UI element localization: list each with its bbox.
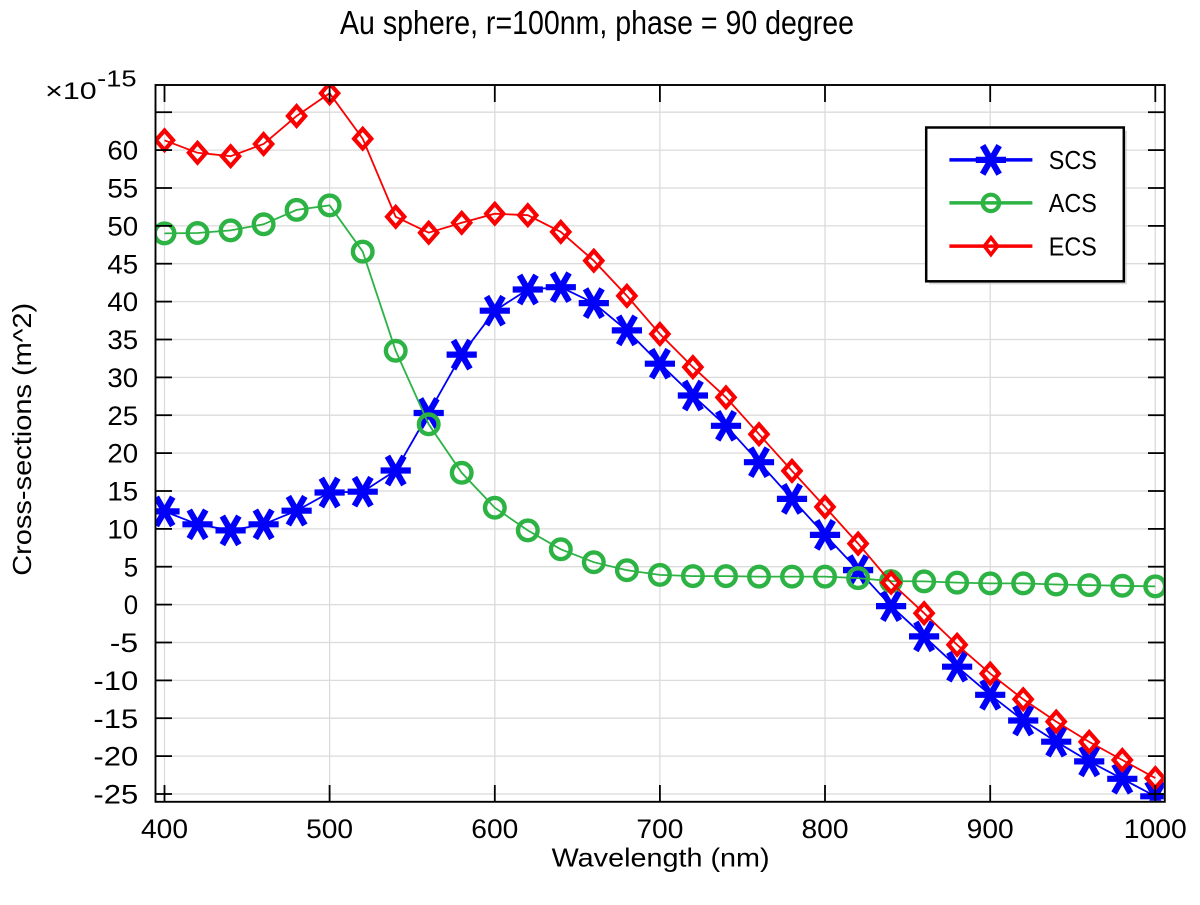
svg-text:50: 50 — [107, 212, 138, 242]
svg-text:×10: ×10 — [45, 78, 96, 105]
svg-text:25: 25 — [107, 401, 138, 431]
svg-text:5: 5 — [124, 552, 138, 582]
svg-text:ACS: ACS — [1049, 188, 1097, 218]
svg-text:900: 900 — [967, 814, 1014, 844]
svg-text:SCS: SCS — [1049, 145, 1097, 175]
svg-text:-20: -20 — [93, 742, 138, 772]
svg-text:20: 20 — [107, 439, 138, 469]
svg-text:ECS: ECS — [1049, 231, 1097, 261]
svg-text:60: 60 — [107, 136, 138, 166]
svg-text:Cross-sections (m^2): Cross-sections (m^2) — [7, 303, 37, 576]
svg-text:800: 800 — [802, 814, 849, 844]
svg-text:15: 15 — [107, 477, 138, 507]
svg-text:-10: -10 — [93, 666, 138, 696]
svg-text:1000: 1000 — [1124, 814, 1187, 844]
svg-text:45: 45 — [107, 249, 138, 279]
svg-text:10: 10 — [107, 515, 138, 545]
svg-text:55: 55 — [107, 174, 138, 204]
svg-text:30: 30 — [107, 363, 138, 393]
svg-text:0: 0 — [124, 590, 138, 620]
svg-text:-25: -25 — [93, 780, 138, 810]
svg-text:Wavelength (nm): Wavelength (nm) — [552, 842, 770, 872]
svg-text:-15: -15 — [93, 704, 138, 734]
svg-text:600: 600 — [471, 814, 518, 844]
svg-text:700: 700 — [636, 814, 683, 844]
svg-text:500: 500 — [306, 814, 353, 844]
svg-text:400: 400 — [141, 814, 188, 844]
svg-text:35: 35 — [107, 325, 138, 355]
svg-text:40: 40 — [107, 287, 138, 317]
svg-text:-5: -5 — [110, 628, 138, 658]
svg-text:Au sphere, r=100nm, phase = 90: Au sphere, r=100nm, phase = 90 degree — [340, 4, 854, 41]
svg-text:-15: -15 — [97, 66, 137, 92]
